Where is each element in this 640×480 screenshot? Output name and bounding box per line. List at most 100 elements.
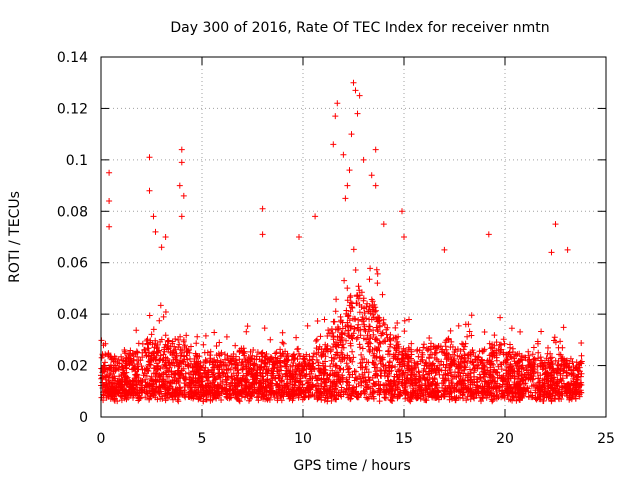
data-point	[464, 333, 471, 340]
data-point	[176, 341, 183, 348]
data-point	[151, 348, 158, 355]
data-point	[567, 355, 574, 362]
data-point	[285, 352, 291, 359]
data-point	[239, 366, 246, 373]
data-point	[548, 249, 555, 256]
data-point	[460, 389, 466, 396]
data-point	[218, 397, 225, 403]
data-point	[306, 384, 313, 391]
data-point	[250, 372, 257, 379]
data-point	[510, 394, 517, 401]
data-point	[146, 361, 153, 368]
data-point	[507, 353, 514, 360]
data-point	[541, 380, 548, 387]
data-point	[446, 365, 453, 371]
data-point	[556, 378, 563, 385]
data-point	[361, 390, 368, 397]
data-point	[250, 347, 257, 353]
data-point	[539, 392, 546, 398]
data-point	[395, 368, 401, 375]
data-point	[196, 393, 203, 400]
data-point	[374, 280, 381, 287]
data-point	[382, 373, 388, 380]
data-point	[243, 328, 250, 335]
data-point	[331, 355, 337, 362]
data-point	[332, 396, 339, 403]
data-point	[156, 317, 163, 324]
data-point	[186, 382, 193, 389]
data-point	[144, 389, 151, 396]
data-point	[249, 373, 256, 380]
data-point	[109, 379, 116, 386]
data-point	[322, 341, 329, 348]
data-point	[157, 395, 164, 402]
data-point	[475, 390, 482, 397]
data-point	[271, 364, 278, 371]
data-point	[123, 396, 130, 403]
data-point	[410, 387, 417, 394]
data-point	[404, 351, 411, 358]
data-point	[343, 360, 350, 367]
data-point	[376, 339, 383, 346]
data-point	[555, 366, 562, 373]
data-point	[330, 378, 337, 385]
data-point	[300, 355, 307, 362]
data-point	[192, 375, 199, 382]
data-point	[417, 395, 424, 402]
data-point	[222, 361, 229, 368]
data-point	[136, 395, 143, 402]
data-point	[563, 357, 570, 364]
data-point	[231, 376, 238, 383]
data-point	[453, 394, 460, 401]
data-point	[314, 336, 320, 343]
data-point	[231, 382, 238, 389]
data-point	[356, 92, 363, 99]
data-point	[460, 370, 467, 377]
data-point	[322, 358, 329, 365]
data-point	[481, 346, 488, 353]
data-point	[428, 392, 435, 399]
data-point	[344, 297, 351, 304]
data-point	[250, 362, 257, 369]
data-point	[564, 372, 571, 379]
data-point	[335, 371, 342, 378]
data-point	[167, 343, 174, 350]
data-point	[293, 377, 300, 384]
data-point	[356, 309, 363, 316]
data-point	[117, 381, 124, 388]
data-point	[347, 396, 354, 403]
data-point	[101, 362, 108, 369]
data-point	[142, 379, 149, 386]
data-point	[112, 375, 118, 382]
data-point	[381, 389, 388, 396]
data-point	[553, 389, 560, 396]
data-point	[110, 367, 117, 374]
data-point	[367, 385, 374, 392]
data-point	[287, 370, 294, 377]
data-point	[236, 397, 242, 404]
data-point	[143, 337, 150, 344]
data-point	[578, 382, 585, 388]
data-point	[402, 390, 409, 397]
data-point	[353, 336, 360, 342]
data-point	[285, 367, 292, 374]
data-point	[442, 385, 449, 392]
data-point	[166, 360, 173, 367]
data-point	[339, 351, 346, 358]
data-point	[259, 205, 266, 212]
data-point	[321, 316, 328, 323]
data-point	[293, 334, 300, 341]
data-point	[176, 384, 183, 391]
data-point	[247, 384, 254, 391]
data-point	[312, 213, 319, 220]
data-point	[122, 378, 129, 385]
data-point	[507, 370, 514, 377]
data-point	[258, 351, 265, 357]
data-point	[260, 373, 266, 380]
data-point	[353, 292, 360, 299]
data-point	[383, 331, 390, 338]
data-point	[135, 357, 142, 364]
data-point	[462, 382, 469, 389]
data-point	[327, 348, 334, 355]
data-point	[393, 347, 400, 354]
